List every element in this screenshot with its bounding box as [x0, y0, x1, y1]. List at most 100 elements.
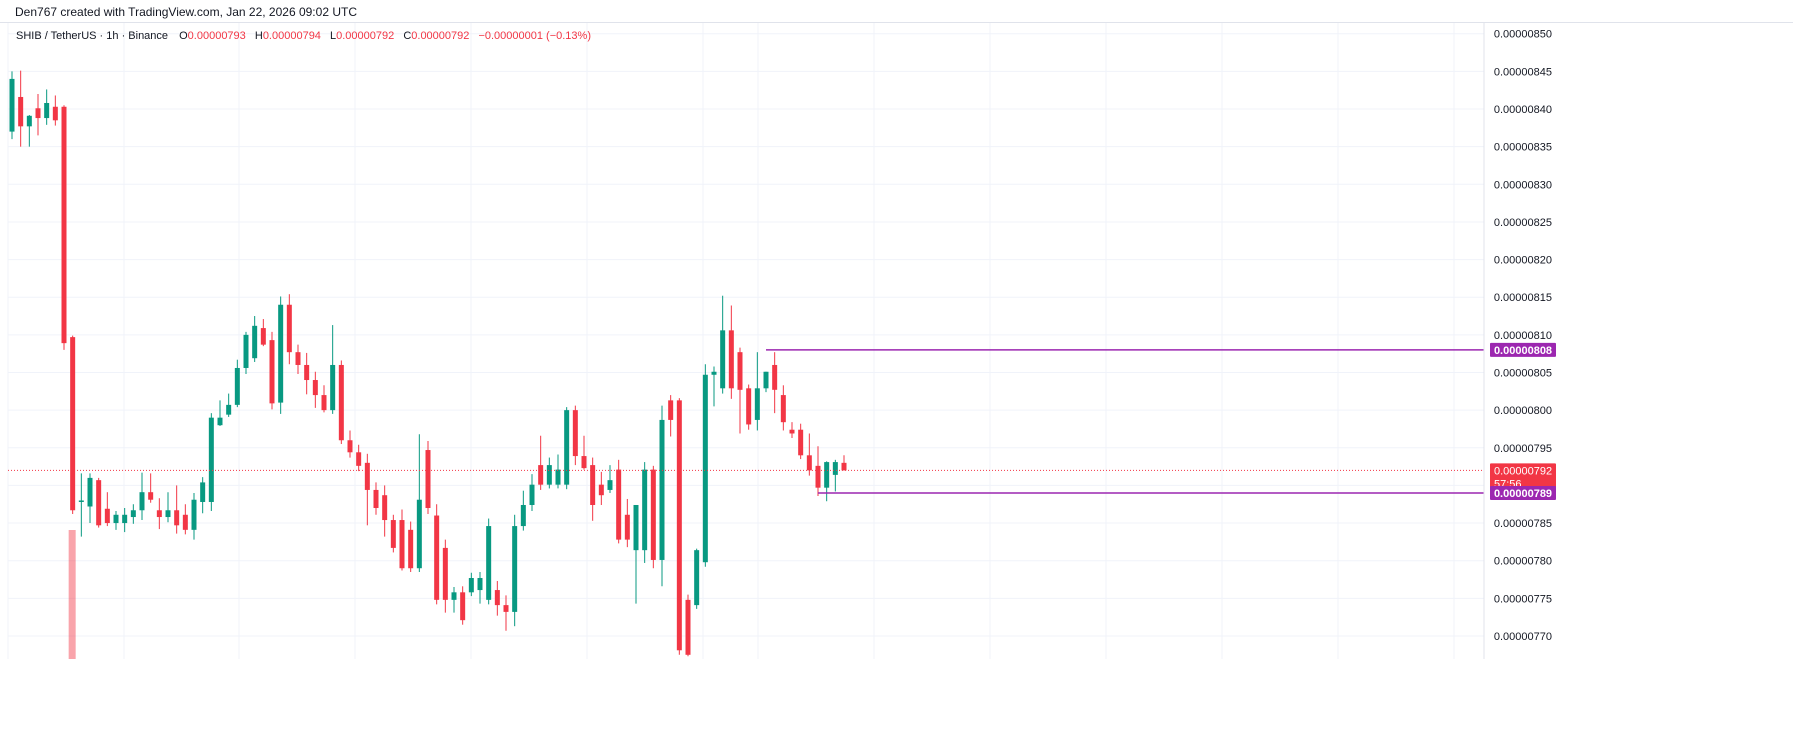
candle-up	[477, 578, 483, 591]
candle-down	[269, 340, 275, 404]
candle-down	[156, 510, 162, 518]
candle-down	[624, 514, 630, 540]
candle-down	[434, 515, 440, 600]
current-price-label: 0.00000792	[1494, 465, 1552, 477]
candle-up	[607, 480, 613, 490]
candle-down	[425, 450, 431, 509]
candle-down	[590, 465, 596, 505]
candle-up	[217, 417, 223, 426]
candle-down	[598, 484, 604, 496]
level-price-label: 0.00000789	[1494, 488, 1552, 500]
candle-down	[728, 330, 734, 389]
candle-down	[382, 495, 388, 521]
level-price-tag[interactable]	[1490, 485, 1556, 500]
y-tick-label: 0.00000845	[1494, 66, 1552, 78]
candle-down	[798, 429, 804, 456]
candle-down	[364, 462, 370, 490]
candle-up	[832, 462, 838, 475]
candle-down	[650, 469, 656, 560]
candle-down	[399, 520, 405, 569]
candle-up	[416, 499, 422, 569]
high-value: 0.00000794	[262, 30, 321, 42]
candle-up	[87, 477, 93, 507]
candle-up	[529, 484, 535, 505]
y-tick-label: 0.00000805	[1494, 368, 1552, 380]
y-tick-label: 0.00000825	[1494, 217, 1552, 229]
y-tick-label: 0.00000795	[1494, 443, 1552, 455]
candle-up	[720, 330, 726, 389]
candle-down	[312, 380, 318, 396]
candle-down	[104, 508, 110, 524]
candle-up	[278, 304, 284, 403]
candle-down	[390, 520, 396, 548]
close-value: 0.00000792	[411, 30, 470, 42]
candle-down	[737, 352, 743, 390]
candle-up	[659, 419, 665, 560]
candle-up	[564, 410, 570, 485]
candle-up	[78, 500, 84, 502]
candle-down	[815, 465, 821, 488]
candle-down	[18, 96, 24, 127]
y-tick-label: 0.00000850	[1494, 29, 1552, 41]
current-price-tag[interactable]	[1490, 463, 1556, 491]
candle-down	[295, 352, 301, 365]
candle-up	[754, 388, 760, 420]
low-value: 0.00000792	[336, 30, 395, 42]
candle-up	[139, 492, 145, 511]
top-bar: Den767 created with TradingView.com, Jan…	[0, 0, 1793, 23]
y-tick-label: 0.00000785	[1494, 518, 1552, 530]
candle-up	[468, 578, 474, 593]
candle-down	[174, 510, 180, 526]
candle-down	[260, 328, 266, 345]
candle-up	[330, 364, 336, 411]
candle-down	[668, 400, 674, 420]
candle-up	[711, 371, 717, 375]
candle-down	[772, 364, 778, 390]
candle-up	[512, 526, 518, 612]
candle-down	[356, 452, 362, 466]
plot-area[interactable]	[8, 70, 1484, 659]
y-tick-label: 0.00000775	[1494, 593, 1552, 605]
y-tick-label: 0.00000820	[1494, 255, 1552, 267]
candle-up	[243, 334, 249, 368]
level-price-tag[interactable]	[1490, 342, 1556, 357]
candle-up	[763, 371, 769, 389]
candle-up	[520, 504, 526, 527]
candle-down	[581, 456, 587, 469]
candle-up	[200, 482, 206, 502]
candle-down	[148, 492, 154, 500]
candle-down	[806, 455, 812, 471]
candle-up	[555, 469, 561, 485]
candle-down	[35, 108, 41, 119]
close-key: C	[403, 30, 412, 42]
candle-down	[789, 429, 795, 434]
candle-down	[841, 462, 847, 471]
candle-down	[460, 592, 466, 621]
candle-down	[503, 605, 509, 612]
change-value: −0.00000001 (−0.13%)	[478, 30, 591, 42]
candle-down	[494, 590, 500, 606]
candle-down	[616, 469, 622, 540]
candle-up	[486, 526, 492, 600]
candle-down	[685, 599, 691, 655]
grid	[7, 23, 1484, 659]
candle-up	[122, 514, 128, 524]
candle-down	[780, 395, 786, 423]
high-key: H	[254, 30, 263, 42]
symbol-label[interactable]: SHIB / TetherUS · 1h · Binance	[16, 30, 169, 42]
candle-up	[694, 550, 700, 606]
ohlc-legend: SHIB / TetherUS · 1h · Binance O0.000007…	[16, 30, 591, 43]
y-tick-label: 0.00000830	[1494, 179, 1552, 191]
candle-down	[52, 106, 58, 121]
candle-down	[572, 410, 578, 457]
candle-up	[130, 510, 136, 518]
candle-up	[451, 592, 457, 600]
candle-down	[538, 465, 544, 485]
candle-down	[338, 364, 344, 441]
y-tick-label: 0.00000770	[1494, 631, 1552, 643]
price-axis[interactable]: 0.00000850 0.00000845 0.00000840 0.00000835…	[1483, 23, 1556, 659]
candle-down	[96, 480, 102, 526]
candle-up	[234, 367, 240, 405]
candle-down	[746, 388, 752, 425]
